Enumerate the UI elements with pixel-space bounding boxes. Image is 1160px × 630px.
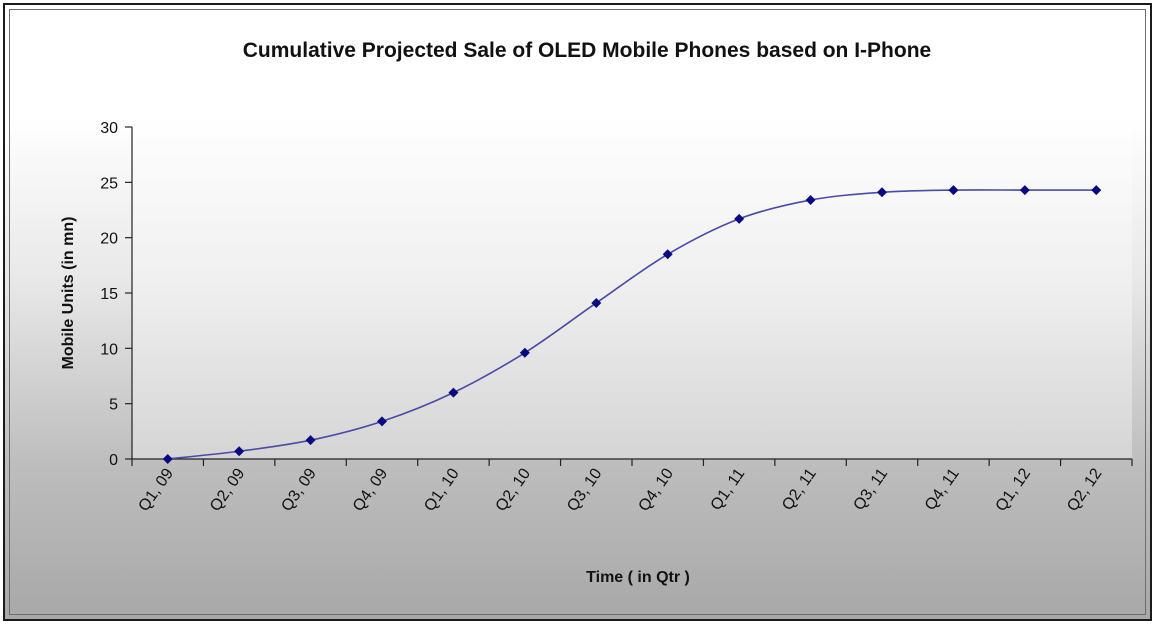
x-tick-label: Q3, 10 <box>564 465 606 514</box>
y-tick-label: 30 <box>100 120 118 137</box>
data-point-marker <box>948 185 959 196</box>
data-point-marker <box>234 446 245 457</box>
data-point-marker <box>1019 185 1030 196</box>
y-tick-label: 10 <box>100 341 118 358</box>
series-line <box>167 189 1097 460</box>
y-tick-label: 0 <box>109 452 118 469</box>
data-point-marker <box>877 187 887 198</box>
chart-title: Cumulative Projected Sale of OLED Mobile… <box>243 39 931 62</box>
data-point-marker <box>662 249 673 260</box>
y-tick-label: 5 <box>109 397 118 414</box>
plot-area <box>132 127 1132 459</box>
chart-frame <box>3 3 1152 621</box>
x-tick-label: Q1, 10 <box>421 465 463 514</box>
x-tick-label: Q4, 11 <box>922 465 963 513</box>
x-tick-label: Q4, 10 <box>636 465 678 514</box>
x-tick-label: Q2, 11 <box>779 465 820 513</box>
data-point-marker <box>162 454 173 464</box>
y-tick-label: 20 <box>100 231 118 248</box>
data-point-marker <box>805 195 816 206</box>
y-axis-title: Mobile Units (in mn) <box>60 217 77 370</box>
x-tick-label: Q2, 10 <box>493 465 535 514</box>
x-tick-label: Q1, 09 <box>136 465 178 514</box>
x-tick-label: Q4, 09 <box>350 465 392 514</box>
x-tick-label: Q3, 11 <box>850 465 891 513</box>
x-tick-label: Q1, 11 <box>708 465 749 513</box>
data-point-marker <box>734 213 745 224</box>
data-point-marker <box>377 416 387 427</box>
data-point-marker <box>591 297 602 308</box>
x-axis-title: Time ( in Qtr ) <box>586 569 690 586</box>
data-point-marker <box>305 435 316 446</box>
x-tick-label: Q2, 12 <box>1064 465 1106 514</box>
x-tick-label: Q3, 09 <box>278 465 320 514</box>
y-tick-label: 15 <box>100 286 118 303</box>
data-point-marker <box>1091 185 1102 196</box>
data-point-marker <box>448 387 459 398</box>
x-tick-label: Q1, 12 <box>993 465 1035 514</box>
y-tick-label: 25 <box>100 175 118 192</box>
x-tick-label: Q2, 09 <box>207 465 249 514</box>
data-point-marker <box>519 347 530 358</box>
